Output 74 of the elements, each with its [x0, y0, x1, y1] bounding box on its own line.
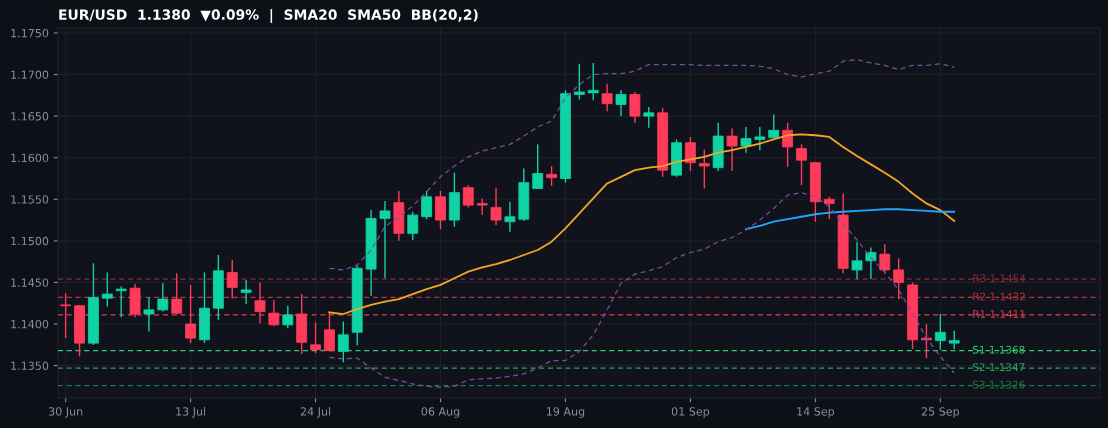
candlestick: [740, 126, 752, 154]
candlestick: [615, 89, 627, 117]
candlestick: [796, 143, 807, 186]
candlestick: [310, 321, 321, 354]
candlestick: [782, 122, 794, 168]
x-tick-label: 25 Sep: [921, 407, 960, 418]
candlestick: [282, 305, 294, 329]
candlestick: [934, 313, 946, 351]
candlestick: [143, 296, 155, 333]
candlestick: [435, 190, 446, 230]
line-series: [745, 208, 956, 231]
candlestick: [921, 323, 932, 359]
candlestick: [587, 62, 599, 102]
x-tick-label: 24 Jul: [300, 407, 331, 418]
ref-line-label: R1 1.1411: [973, 310, 1025, 318]
candlestick: [643, 106, 655, 129]
candlestick: [879, 243, 891, 274]
candlestick: [823, 196, 835, 220]
ref-line-label: R2 1.1432: [973, 292, 1025, 301]
candlestick: [171, 272, 183, 315]
candlestick: [101, 271, 113, 308]
candlestick: [421, 190, 433, 220]
candlestick: [754, 126, 766, 151]
x-tick-label: 19 Aug: [547, 407, 585, 418]
y-tick-label: 1.1350: [11, 361, 49, 370]
x-tick-label: 14 Sep: [797, 407, 835, 418]
candlestick: [573, 63, 585, 101]
candlestick: [893, 257, 905, 300]
ref-line-label: S3 1.1326: [972, 380, 1025, 389]
candlestick: [851, 240, 863, 280]
chart-title: EUR/USD 1.1380 ▼0.09% | SMA20 SMA50 BB(20,2): [59, 9, 478, 23]
x-tick-label: 01 Sep: [671, 407, 710, 418]
candlestick: [546, 165, 557, 187]
candlestick: [240, 279, 252, 305]
candlestick: [476, 197, 488, 216]
ref-line-label: R3 1.1454: [973, 274, 1026, 283]
x-tick-label: 06 Aug: [421, 407, 460, 418]
candlestick: [254, 281, 266, 324]
x-tick-label: 30 Jun: [48, 407, 83, 418]
candlestick: [115, 285, 127, 319]
candlestick: [948, 329, 960, 350]
line-series: [328, 58, 955, 271]
y-tick-label: 1.1600: [11, 153, 49, 163]
candlestick: [379, 200, 391, 279]
candlestick: [865, 246, 877, 280]
candlestick: [185, 284, 197, 344]
candlestick: [629, 91, 641, 124]
y-tick-label: 1.1400: [11, 319, 49, 329]
candlestick: [268, 299, 280, 327]
candlestick: [462, 184, 474, 209]
ref-line-label: S2 1.1347: [972, 363, 1025, 372]
candlestick: [157, 282, 169, 313]
y-tick-label: 1.1700: [11, 70, 49, 79]
y-tick-label: 1.1750: [11, 28, 49, 38]
y-tick-label: 1.1450: [11, 278, 49, 287]
candlestick: [532, 143, 544, 190]
y-tick-label: 1.1650: [11, 112, 49, 121]
candlestick: [60, 292, 72, 339]
candlestick: [337, 320, 349, 363]
ref-line-label: S1 1.1368: [972, 345, 1025, 354]
candlestick: [726, 127, 738, 172]
candlestick: [698, 148, 710, 190]
line-series: [328, 192, 955, 388]
y-tick-label: 1.1500: [11, 236, 49, 246]
candlestick: [601, 83, 613, 112]
candlestick: [407, 211, 419, 241]
x-tick-label: 13 Jul: [176, 407, 206, 418]
candlestick: [685, 136, 696, 172]
candlestick: [226, 259, 238, 299]
y-tick-label: 1.1550: [11, 195, 49, 204]
candlestick: [768, 113, 780, 139]
candlestick: [490, 186, 502, 226]
candlestick: [504, 201, 516, 233]
candlestick: [324, 310, 335, 353]
